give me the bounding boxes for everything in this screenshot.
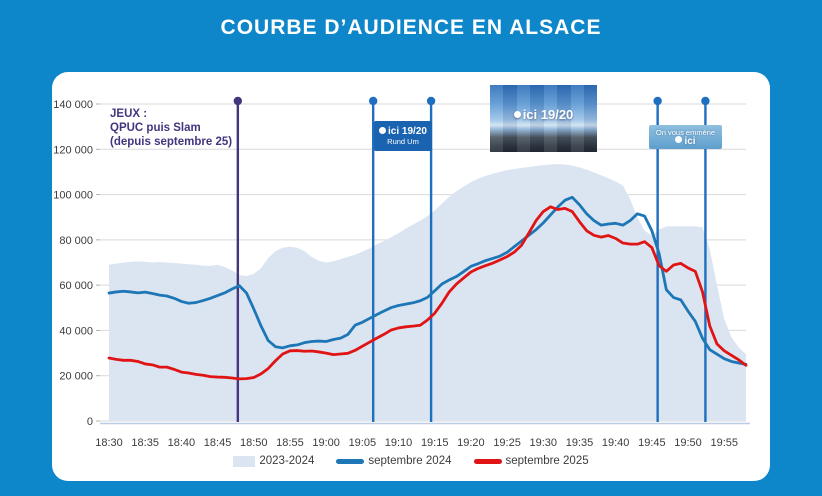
badge-emmene-line2: ici (649, 135, 722, 147)
badge-ici-1920-photo: ici 19/20 (490, 85, 597, 152)
y-tick-label: 40 000 (59, 325, 93, 337)
x-tick-label: 18:50 (240, 437, 268, 449)
x-tick-label: 18:45 (204, 437, 232, 449)
badge-rund-um-title: ici 19/20 (374, 126, 432, 137)
x-tick-label: 18:30 (95, 437, 123, 449)
legend-label: 2023-2024 (259, 455, 315, 467)
ici-logo-icon (379, 126, 387, 134)
badge-on-vous-emmene: On vous emmène ici (649, 125, 722, 149)
x-tick-label: 19:10 (385, 437, 413, 449)
legend: 2023-2024 septembre 2024 septembre 2025 (52, 455, 770, 467)
badge-rund-um-label: ici 19/20 (388, 126, 427, 137)
y-tick-label: 60 000 (59, 280, 93, 292)
y-tick-label: 80 000 (59, 235, 93, 247)
event-marker-dot-1946 (653, 96, 662, 106)
ici-logo-icon (513, 111, 521, 119)
legend-label: septembre 2024 (368, 455, 452, 467)
x-tick-label: 19:50 (674, 437, 702, 449)
ici-logo-icon (675, 136, 683, 144)
x-tick-label: 18:40 (168, 437, 196, 449)
annotation-jeux-line2: QPUC puis Slam (110, 122, 201, 134)
x-tick-label: 19:20 (457, 437, 485, 449)
legend-item-septembre-2024: septembre 2024 (336, 455, 452, 467)
annotation-jeux-line3: (depuis septembre 25) (110, 136, 233, 148)
badge-photo-label-row: ici 19/20 (490, 107, 597, 122)
x-tick-label: 19:00 (312, 437, 340, 449)
legend-item-2023-2024: 2023-2024 (233, 455, 314, 467)
series-area-2023-2024 (109, 164, 746, 421)
city-skyline-image (490, 85, 597, 152)
y-tick-label: 100 000 (53, 190, 93, 202)
badge-photo-label: ici 19/20 (522, 107, 574, 122)
annotation-jeux-line1: JEUX : (110, 108, 148, 120)
x-tick-label: 18:35 (131, 437, 159, 449)
badge-emmene-line1: On vous emmène (655, 127, 716, 137)
x-tick-label: 19:15 (421, 437, 449, 449)
event-marker-dot-1952 (701, 96, 710, 106)
series-line-septembre-2024 (107, 195, 748, 366)
event-marker-dot-1915 (426, 96, 436, 106)
event-marker-dot-1906 (368, 96, 378, 106)
y-tick-label: 0 (87, 416, 93, 428)
legend-label: septembre 2025 (505, 455, 589, 467)
badge-rund-um: ici 19/20 Rund Um (374, 121, 432, 151)
badge-emmene-label: ici (684, 135, 696, 147)
x-tick-label: 19:40 (602, 437, 630, 449)
x-tick-label: 19:35 (566, 437, 594, 449)
legend-swatch-blue-line (336, 458, 365, 464)
y-tick-label: 20 000 (59, 371, 93, 383)
series-line-septembre-2025 (107, 205, 748, 381)
legend-swatch-red-line (473, 458, 502, 464)
x-tick-label: 19:45 (638, 437, 666, 449)
y-tick-label: 140 000 (53, 99, 93, 111)
event-marker-dot-1848 (233, 96, 243, 106)
legend-item-septembre-2025: septembre 2025 (473, 455, 589, 467)
x-tick-label: 19:55 (710, 437, 738, 449)
x-tick-label: 19:05 (349, 437, 377, 449)
page-title: COURBE D’AUDIENCE EN ALSACE (220, 16, 602, 39)
badge-rund-um-subtitle: Rund Um (387, 137, 419, 146)
x-tick-label: 19:25 (493, 437, 521, 449)
x-tick-label: 19:30 (530, 437, 558, 449)
legend-swatch-area (233, 455, 256, 467)
y-tick-label: 120 000 (53, 144, 93, 156)
x-tick-label: 18:55 (276, 437, 304, 449)
annotation-jeux: JEUX : QPUC puis Slam (depuis septembre … (110, 107, 232, 149)
